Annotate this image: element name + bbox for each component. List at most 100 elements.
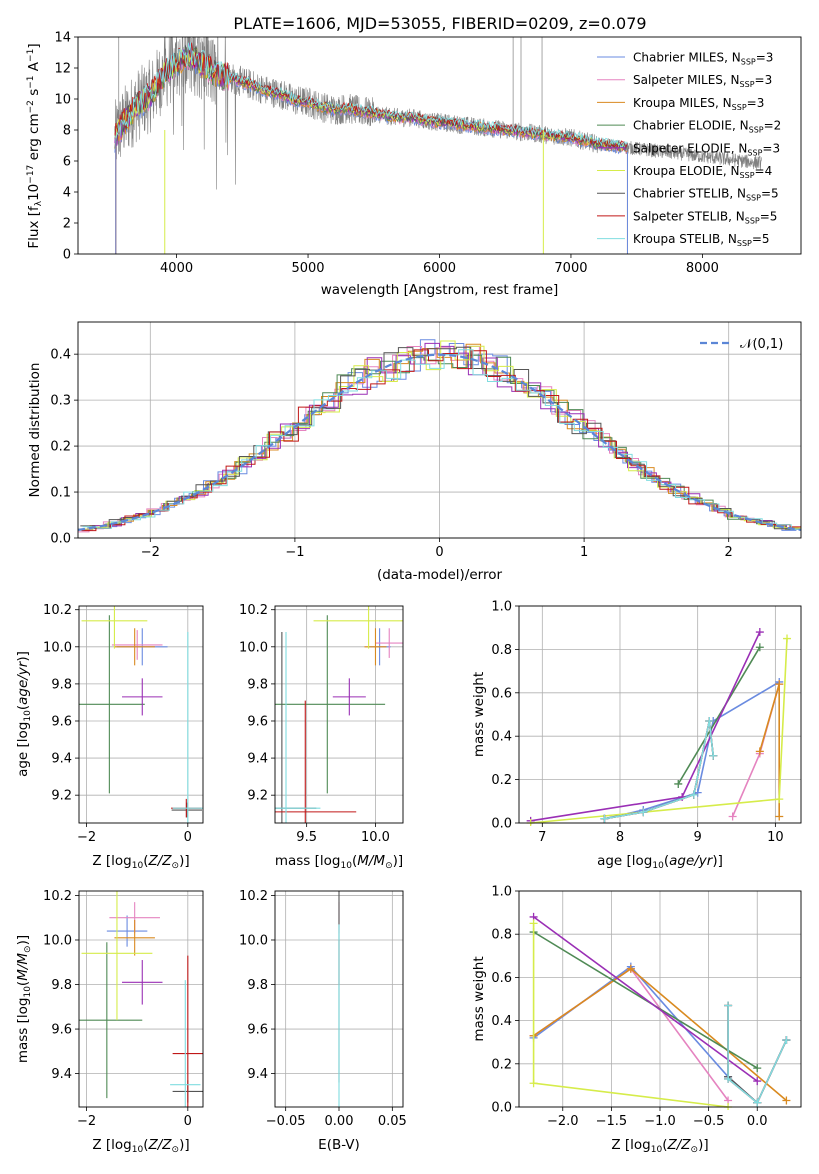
y-tick-label: 10: [54, 93, 71, 108]
legend-label: Chabrier ELODIE, NSSP=2: [633, 119, 781, 135]
x-tick-label: −1: [285, 545, 304, 560]
y-tick-label: 9.6: [247, 1023, 268, 1038]
errorbar-point: [122, 960, 163, 1005]
y-tick-label: 10.2: [43, 889, 72, 904]
x-tick-label: −0.05: [266, 1114, 306, 1129]
y-tick-label: 8: [63, 124, 71, 139]
x-tick-label: 8000: [686, 261, 719, 276]
errorbar-point: [111, 630, 163, 660]
legend-label: 𝒩(0,1): [740, 337, 783, 352]
y-tick-label: 9.6: [51, 714, 72, 729]
age_vs_Z-axes: [79, 606, 203, 823]
errorbar-point: [122, 678, 163, 716]
y-tick-label: 0.8: [491, 643, 512, 658]
y-tick-label: 6: [63, 155, 71, 170]
x-tick-label: −2: [77, 1114, 96, 1129]
legend-label: Kroupa STELIB, NSSP=5: [633, 232, 770, 248]
spectrum-ylabel: Flux [fλ10−17 erg cm−2 s−1 A−1]: [26, 43, 44, 248]
series-line-chabrier-stelib: [604, 720, 714, 820]
mass_vs_Z-points: [79, 891, 203, 1107]
age-vs-mass-xlabel: mass [log10(M/M⊙)]: [275, 853, 403, 871]
series-marker: [529, 1079, 538, 1088]
y-tick-label: 0.0: [491, 1101, 512, 1116]
x-tick-label: 0: [184, 830, 192, 845]
axes-frame: [274, 605, 404, 824]
legend-label: Salpeter MILES, NSSP=3: [633, 73, 772, 89]
errorbar-point: [313, 606, 403, 649]
series-marker: [755, 628, 764, 637]
hist-kroupa-stelib: [82, 349, 801, 530]
series-marker: [724, 1074, 733, 1083]
y-tick-label: 9.4: [247, 1067, 268, 1082]
y-tick-label: 0.1: [50, 486, 71, 501]
errorbar-point: [332, 678, 366, 716]
age-vs-z-ylabel: age [log10(age/yr)]: [15, 651, 33, 777]
errorbar-point: [364, 628, 387, 666]
series-line-salpeter-miles: [731, 683, 780, 817]
series-marker: [782, 1036, 791, 1045]
x-tick-label: −2: [77, 830, 96, 845]
y-tick-label: 0.0: [491, 817, 512, 832]
y-tick-label: 0.4: [491, 730, 512, 745]
histograms: [78, 339, 801, 533]
errorbar-point: [106, 915, 148, 947]
series-line-chabrier-elodie: [677, 646, 761, 785]
x-tick-label: 0.05: [378, 1114, 407, 1129]
age_vs_mass-frame: 9.5 10.0 9.2 9.4 9.6 9.8 10.0 10.2: [239, 603, 404, 845]
errorbar-point: [275, 631, 321, 823]
errorbar-point: [275, 615, 386, 794]
x-tick-label: 7: [538, 830, 546, 845]
y-tick-label: 0.2: [491, 773, 512, 788]
series-line-chabrier-elodie: [533, 931, 758, 1069]
x-tick-label: −0.5: [693, 1114, 725, 1129]
figure-title: PLATE=1606, MJD=53055, FIBERID=0209, z=0…: [233, 14, 646, 33]
errorbar-point: [79, 615, 145, 794]
x-tick-label: −1.0: [644, 1114, 676, 1129]
spectrum-legend: Chabrier MILES, NSSP=3 Salpeter MILES, NS…: [597, 51, 781, 248]
age_vs_mass-axes: [275, 606, 403, 823]
legend-label: Chabrier MILES, NSSP=3: [633, 51, 773, 67]
x-tick-label: 10: [767, 830, 784, 845]
y-tick-label: 0.8: [491, 928, 512, 943]
series-marker: [728, 812, 737, 821]
x-tick-label: 9.5: [296, 830, 317, 845]
x-tick-label: 0.0: [747, 1114, 768, 1129]
series-marker: [626, 964, 635, 973]
y-tick-label: 1.0: [491, 600, 512, 615]
series-marker: [753, 1098, 762, 1107]
y-tick-label: 0: [63, 248, 71, 263]
errorbar-point: [170, 980, 201, 1107]
mass_weight_vs_Z-series: [529, 912, 791, 1110]
axes-frame: [78, 605, 204, 824]
y-tick-label: 10.0: [43, 933, 72, 948]
errorbar-point: [275, 700, 357, 823]
series-marker: [705, 717, 714, 726]
x-tick-label: −1.5: [596, 1114, 628, 1129]
residuals-ylabel: Normed distribution: [27, 363, 43, 498]
x-tick-label: 7000: [554, 261, 587, 276]
y-tick-label: 9.8: [51, 677, 72, 692]
mw-z-ylabel: mass weight: [471, 956, 487, 1041]
series-marker: [775, 795, 784, 804]
y-tick-label: 10.2: [239, 603, 268, 618]
series-line-kroupa-stelib: [604, 720, 714, 820]
x-tick-label: 2: [725, 545, 733, 560]
series-marker: [782, 1096, 791, 1105]
x-tick-label: 1: [580, 545, 588, 560]
hist-kroupa-elodie: [79, 340, 801, 530]
y-tick-label: 1.0: [491, 885, 512, 900]
y-tick-label: 0.2: [491, 1057, 512, 1072]
x-tick-label: 10.0: [361, 830, 390, 845]
mass_weight_vs_Z-frame: −2.0 −1.5 −1.0 −0.5 0.0 0.0 0.2 0.4 0.6 0.8 1.0: [491, 885, 802, 1129]
errorbar-point: [375, 628, 403, 658]
y-tick-label: 9.8: [247, 677, 268, 692]
axes-frame: [518, 605, 802, 824]
series-marker: [775, 812, 784, 821]
x-tick-label: 0: [435, 545, 443, 560]
residual-legend: 𝒩(0,1): [700, 337, 783, 352]
residuals-xlabel: (data-model)/error: [377, 567, 503, 583]
x-tick-label: 6000: [423, 261, 456, 276]
age_vs_mass-points: [275, 606, 403, 823]
